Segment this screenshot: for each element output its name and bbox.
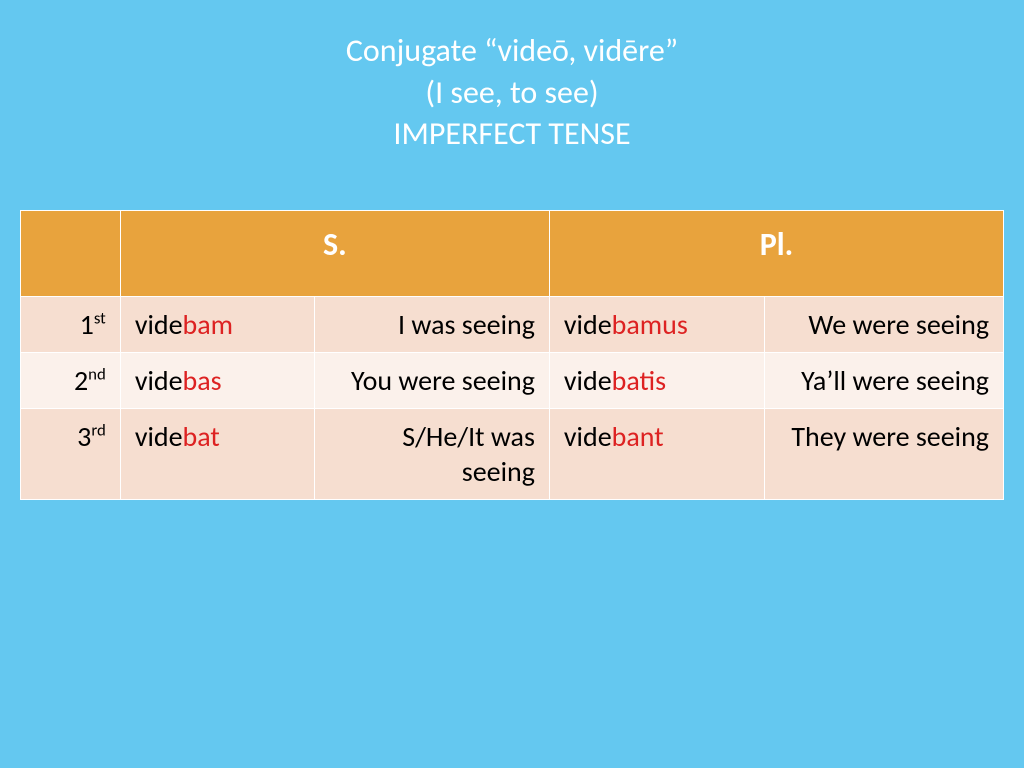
latin-root: vide (135, 307, 183, 342)
latin-ending: batis (612, 363, 666, 398)
header-plural: Pl. (549, 210, 1003, 296)
person-label: 2nd (21, 352, 121, 408)
latin-ending: bam (183, 307, 234, 342)
title-line-3: IMPERFECT TENSE (20, 113, 1004, 155)
plural-english: They were seeing (764, 408, 1003, 499)
table-row: 2nd videbas You were seeing videbatis Ya… (21, 352, 1004, 408)
header-singular: S. (120, 210, 549, 296)
singular-latin: videbat (120, 408, 315, 499)
latin-ending: bas (183, 363, 222, 398)
latin-root: vide (564, 307, 612, 342)
person-num: 2 (74, 363, 88, 398)
plural-latin: videbamus (549, 296, 764, 352)
plural-english: Ya’ll were seeing (764, 352, 1003, 408)
title-line-2: (I see, to see) (20, 72, 1004, 114)
singular-latin: videbam (120, 296, 315, 352)
title-block: Conjugate “videō, vidēre” (I see, to see… (20, 30, 1004, 155)
latin-ending: bamus (612, 307, 688, 342)
person-ord: rd (91, 419, 105, 440)
conjugation-table: S. Pl. 1st videbam I was seeing videbamu… (20, 210, 1004, 500)
latin-root: vide (564, 363, 612, 398)
person-num: 3 (77, 419, 91, 454)
person-num: 1 (80, 307, 94, 342)
singular-latin: videbas (120, 352, 315, 408)
title-line-1: Conjugate “videō, vidēre” (20, 30, 1004, 72)
singular-english: I was seeing (315, 296, 549, 352)
latin-root: vide (564, 419, 612, 454)
latin-root: vide (135, 363, 183, 398)
table-row: 1st videbam I was seeing videbamus We we… (21, 296, 1004, 352)
person-label: 1st (21, 296, 121, 352)
latin-ending: bat (183, 419, 220, 454)
latin-root: vide (135, 419, 183, 454)
table-row: 3rd videbat S/He/It was seeing videbant … (21, 408, 1004, 499)
person-ord: st (94, 307, 106, 328)
plural-latin: videbatis (549, 352, 764, 408)
latin-ending: bant (612, 419, 664, 454)
singular-english: S/He/It was seeing (315, 408, 549, 499)
singular-english: You were seeing (315, 352, 549, 408)
slide: Conjugate “videō, vidēre” (I see, to see… (0, 0, 1024, 768)
person-label: 3rd (21, 408, 121, 499)
plural-english: We were seeing (764, 296, 1003, 352)
header-corner (21, 210, 121, 296)
plural-latin: videbant (549, 408, 764, 499)
person-ord: nd (88, 363, 106, 384)
table-header-row: S. Pl. (21, 210, 1004, 296)
